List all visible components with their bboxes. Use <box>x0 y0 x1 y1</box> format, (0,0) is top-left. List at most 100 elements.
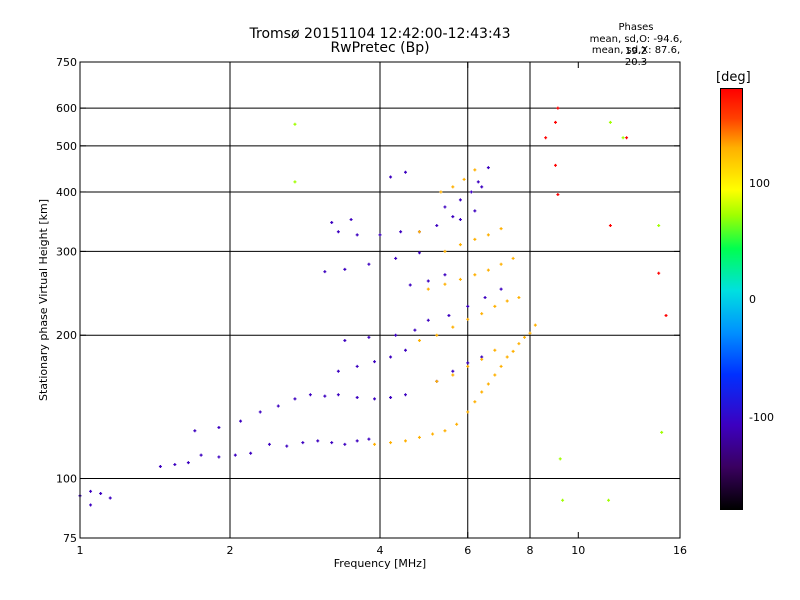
data-point <box>556 106 560 110</box>
data-point <box>517 296 521 300</box>
data-point <box>217 455 221 459</box>
chart-subtitle: RwPretec (Bp) <box>330 40 430 56</box>
data-point <box>511 349 515 353</box>
data-point <box>426 318 430 322</box>
y-tick-label: 600 <box>56 102 77 115</box>
data-point <box>443 429 447 433</box>
data-point <box>499 364 503 368</box>
data-point <box>343 442 347 446</box>
data-point <box>413 328 417 332</box>
data-point <box>378 233 382 237</box>
data-point <box>528 331 532 335</box>
data-point <box>408 283 412 287</box>
data-point <box>544 136 548 140</box>
data-point <box>558 457 562 461</box>
data-point <box>186 461 190 465</box>
data-point <box>330 221 334 225</box>
data-point <box>473 273 477 277</box>
data-point <box>480 312 484 316</box>
data-point <box>373 442 377 446</box>
data-point <box>657 271 661 275</box>
data-point <box>239 419 243 423</box>
data-point <box>373 360 377 364</box>
data-point <box>493 348 497 352</box>
data-point <box>330 441 334 445</box>
colorbar-tick-0: 0 <box>749 293 756 306</box>
y-tick-label: 300 <box>56 245 77 258</box>
data-point <box>443 273 447 277</box>
data-point <box>258 410 262 414</box>
y-tick-label: 100 <box>56 473 77 486</box>
x-tick-label: 4 <box>377 544 384 557</box>
data-point <box>486 268 490 272</box>
data-point <box>517 342 521 346</box>
data-point <box>276 404 280 408</box>
data-point <box>343 267 347 271</box>
data-point <box>173 463 177 467</box>
data-point <box>285 444 289 448</box>
data-point <box>199 453 203 457</box>
data-point <box>323 270 327 274</box>
data-point <box>486 166 490 170</box>
data-point <box>608 224 612 228</box>
x-tick-label: 6 <box>464 544 471 557</box>
data-point <box>417 230 421 234</box>
y-tick-label: 400 <box>56 186 77 199</box>
phases-o-stats: mean, sd,O: -94.6, 19.2 <box>589 34 683 57</box>
data-point <box>443 205 447 209</box>
data-point <box>458 243 462 247</box>
data-point <box>323 394 327 398</box>
data-point <box>308 393 312 397</box>
axis-ticks: 1 2 4 6 8 10 16 75 100 200 300 400 500 600 750 <box>56 56 687 557</box>
data-point <box>466 410 470 414</box>
data-point <box>336 230 340 234</box>
data-point <box>458 198 462 202</box>
data-point <box>458 277 462 281</box>
data-point <box>466 317 470 321</box>
data-point <box>473 168 477 172</box>
data-point <box>367 437 371 441</box>
x-tick-label: 10 <box>571 544 585 557</box>
data-point <box>217 425 221 429</box>
data-point <box>435 379 439 383</box>
data-point <box>355 395 359 399</box>
data-point <box>403 170 407 174</box>
data-point <box>480 390 484 394</box>
data-point <box>621 136 625 140</box>
data-point <box>466 304 470 308</box>
data-point <box>439 190 443 194</box>
data-point <box>533 323 537 327</box>
data-point <box>664 314 668 318</box>
data-point <box>451 325 455 329</box>
colorbar-tick-minus100: -100 <box>749 411 774 424</box>
data-point <box>451 369 455 373</box>
data-point <box>316 439 320 443</box>
x-axis-label: Frequency [MHz] <box>334 557 426 570</box>
data-point <box>336 369 340 373</box>
data-point <box>367 262 371 266</box>
data-point <box>466 364 470 368</box>
data-point <box>458 218 462 222</box>
data-point <box>301 441 305 445</box>
data-point <box>435 333 439 337</box>
data-point <box>99 492 103 496</box>
data-point <box>89 489 93 493</box>
data-point <box>403 393 407 397</box>
data-point <box>505 355 509 359</box>
data-point <box>426 279 430 283</box>
data-point <box>389 441 393 445</box>
colorbar <box>720 88 743 510</box>
data-point <box>403 439 407 443</box>
data-point <box>389 395 393 399</box>
data-point <box>355 233 359 237</box>
x-tick-label: 1 <box>77 544 84 557</box>
data-point <box>493 373 497 377</box>
data-point <box>399 230 403 234</box>
data-point <box>355 364 359 368</box>
x-tick-label: 2 <box>227 544 234 557</box>
data-point <box>556 193 560 197</box>
y-tick-label: 200 <box>56 329 77 342</box>
y-tick-label: 750 <box>56 56 77 69</box>
y-axis-label: Stationary phase Virtual Height [km] <box>37 199 50 401</box>
colorbar-label: [deg] <box>716 70 751 85</box>
